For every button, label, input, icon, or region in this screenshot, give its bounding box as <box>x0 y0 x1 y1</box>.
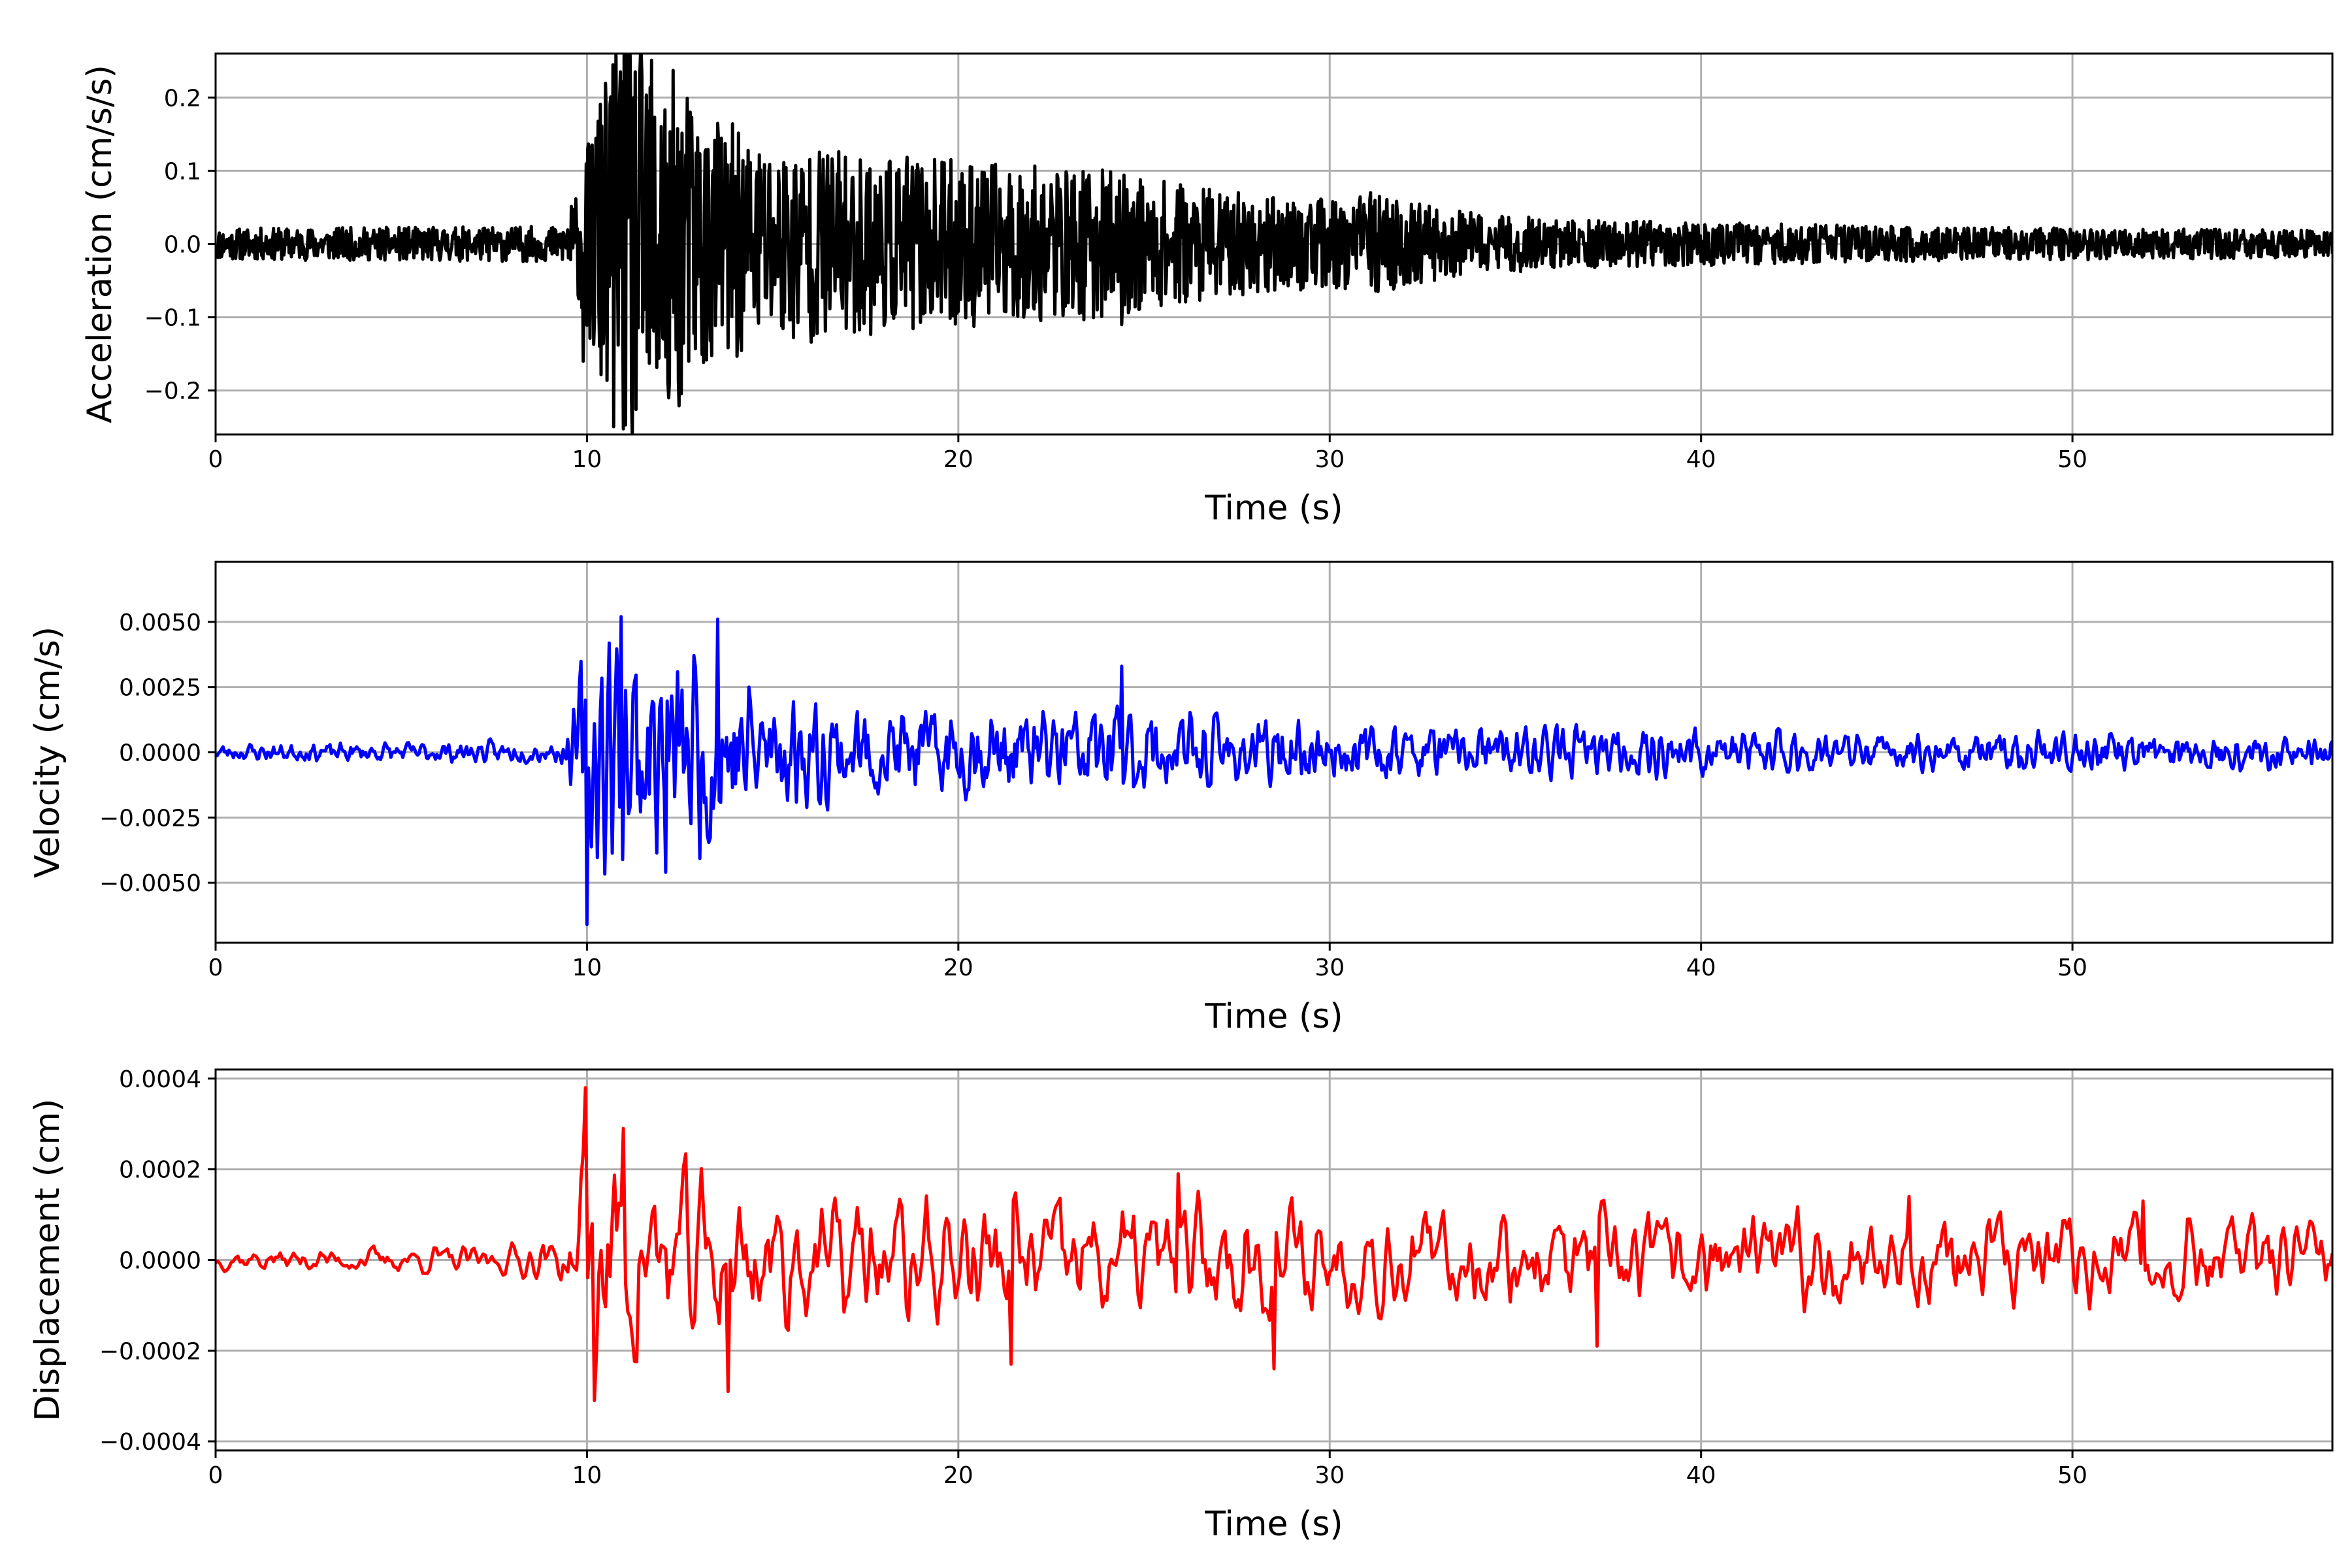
x-tick-label: 10 <box>572 955 602 981</box>
y-tick-label: −0.0050 <box>99 870 201 897</box>
x-tick-label: 20 <box>943 446 973 473</box>
y-tick-label: −0.1 <box>144 305 201 332</box>
y-tick-label: 0.0002 <box>119 1157 201 1184</box>
x-tick-label: 40 <box>1686 446 1716 473</box>
y-axis-label: Acceleration (cm/s/s) <box>80 65 120 423</box>
y-tick-label: −0.0002 <box>99 1338 201 1365</box>
x-tick-label: 50 <box>2057 955 2087 981</box>
x-tick-label: 0 <box>208 446 223 473</box>
x-axis-label: Time (s) <box>1204 997 1343 1036</box>
panel-acceleration: 0 10 20 30 40 50 −0.2 −0.1 0.0 0.1 0.2 Time (s) Acce… <box>80 52 2334 528</box>
x-tick-label: 40 <box>1686 1462 1716 1489</box>
y-tick-label: 0.1 <box>164 158 201 185</box>
x-tick-label: 30 <box>1315 446 1345 473</box>
x-tick-label: 50 <box>2057 1462 2087 1489</box>
series-line-displacement <box>216 1086 2332 1403</box>
x-tick-label: 20 <box>943 1462 973 1489</box>
x-tick-label: 20 <box>943 955 973 981</box>
y-tick-label: 0.0004 <box>119 1066 201 1093</box>
y-tick-label: 0.0 <box>164 232 201 259</box>
x-tick-label: 10 <box>572 1462 602 1489</box>
y-axis-label: Displacement (cm) <box>28 1099 67 1422</box>
x-axis-label: Time (s) <box>1204 489 1343 528</box>
panel-displacement: 0 10 20 30 40 50 −0.0004 −0.0002 0.0000 0.0002 0.0… <box>28 1066 2334 1544</box>
y-axis-label: Velocity (cm/s) <box>28 627 67 878</box>
x-tick-label: 10 <box>572 446 602 473</box>
y-tick-label: 0.0050 <box>119 610 201 636</box>
y-tick-label: 0.0000 <box>119 740 201 767</box>
y-tick-label: −0.0025 <box>99 805 201 832</box>
series-line-velocity <box>216 615 2332 926</box>
x-tick-label: 40 <box>1686 955 1716 981</box>
y-tick-label: 0.0000 <box>119 1248 201 1275</box>
x-tick-label: 50 <box>2057 446 2087 473</box>
y-tick-label: 0.2 <box>164 85 201 112</box>
x-tick-label: 0 <box>208 955 223 981</box>
x-tick-label: 30 <box>1315 1462 1345 1489</box>
panel-velocity: 0 10 20 30 40 50 −0.0050 −0.0025 0.0000 0.0025 0.0… <box>28 561 2334 1036</box>
y-tick-label: −0.2 <box>144 378 201 405</box>
x-axis-label: Time (s) <box>1204 1505 1343 1544</box>
series-line-acceleration <box>216 54 2332 434</box>
y-tick-label: 0.0025 <box>119 675 201 702</box>
x-tick-label: 30 <box>1315 955 1345 981</box>
y-tick-label: −0.0004 <box>99 1429 201 1456</box>
x-tick-label: 0 <box>208 1462 223 1489</box>
